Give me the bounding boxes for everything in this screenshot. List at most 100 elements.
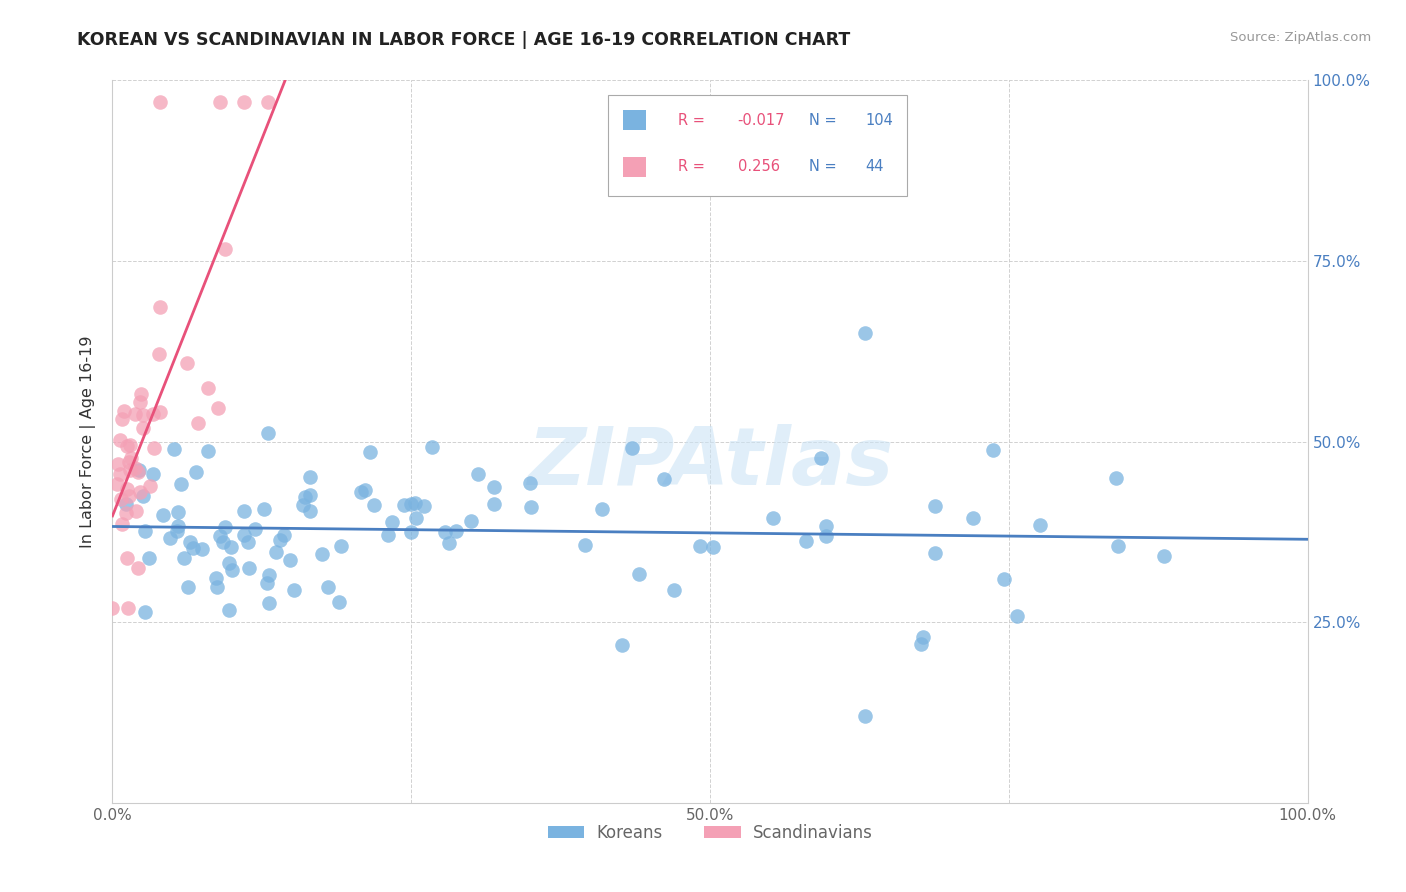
- Point: [221, 563, 243, 577]
- Point: [132, 408, 155, 422]
- Point: [273, 528, 295, 542]
- Point: [163, 442, 186, 456]
- Point: [652, 472, 675, 486]
- Point: [257, 95, 280, 109]
- Point: [148, 347, 170, 361]
- Point: [105, 477, 128, 491]
- Point: [278, 553, 301, 567]
- Point: [179, 535, 201, 549]
- Point: [166, 524, 188, 538]
- Text: 44: 44: [866, 160, 884, 175]
- Point: [359, 445, 381, 459]
- Point: [283, 582, 305, 597]
- Point: [993, 572, 1015, 586]
- Point: [620, 441, 643, 455]
- Point: [110, 492, 132, 507]
- Point: [380, 515, 402, 529]
- Point: [149, 300, 172, 314]
- Point: [762, 511, 785, 525]
- Point: [269, 533, 291, 548]
- Point: [117, 489, 139, 503]
- Point: [128, 394, 150, 409]
- Point: [1107, 539, 1129, 553]
- Y-axis label: In Labor Force | Age 16-19: In Labor Force | Age 16-19: [80, 335, 96, 548]
- Point: [114, 498, 136, 512]
- Point: [207, 401, 229, 415]
- Point: [264, 545, 287, 559]
- Point: [114, 403, 135, 417]
- Point: [166, 505, 188, 519]
- Legend: Koreans, Scandinavians: Koreans, Scandinavians: [541, 817, 879, 848]
- Point: [218, 603, 240, 617]
- Text: 104: 104: [866, 112, 893, 128]
- Point: [664, 583, 686, 598]
- Point: [170, 477, 193, 491]
- Point: [627, 566, 650, 581]
- Point: [1153, 549, 1175, 564]
- Point: [197, 443, 219, 458]
- Point: [291, 499, 314, 513]
- Point: [353, 483, 375, 498]
- Text: KOREAN VS SCANDINAVIAN IN LABOR FORCE | AGE 16-19 CORRELATION CHART: KOREAN VS SCANDINAVIAN IN LABOR FORCE | …: [77, 31, 851, 49]
- Point: [363, 498, 385, 512]
- Point: [401, 524, 423, 539]
- Point: [238, 561, 260, 575]
- Point: [111, 412, 134, 426]
- Point: [519, 475, 541, 490]
- Point: [377, 527, 399, 541]
- Point: [110, 517, 132, 532]
- Point: [482, 497, 505, 511]
- Point: [142, 467, 165, 482]
- Point: [149, 405, 172, 419]
- Point: [204, 571, 226, 585]
- Point: [420, 440, 443, 454]
- Point: [810, 451, 832, 466]
- Point: [298, 488, 321, 502]
- Point: [219, 540, 242, 554]
- Text: -0.017: -0.017: [738, 112, 785, 128]
- Point: [236, 535, 259, 549]
- Point: [138, 551, 160, 566]
- FancyBboxPatch shape: [609, 95, 907, 196]
- Point: [159, 531, 181, 545]
- Point: [173, 550, 195, 565]
- Point: [233, 95, 256, 109]
- Point: [243, 522, 266, 536]
- Point: [176, 356, 198, 370]
- Point: [298, 470, 321, 484]
- Point: [120, 451, 142, 466]
- Point: [187, 416, 209, 430]
- Point: [115, 482, 138, 496]
- Point: [127, 560, 149, 574]
- Point: [910, 637, 932, 651]
- Point: [1029, 517, 1052, 532]
- Point: [592, 502, 614, 516]
- Text: 0.256: 0.256: [738, 160, 779, 175]
- Text: Source: ZipAtlas.com: Source: ZipAtlas.com: [1230, 31, 1371, 45]
- Point: [853, 326, 876, 340]
- Point: [131, 387, 153, 401]
- Point: [412, 499, 434, 513]
- Point: [460, 514, 482, 528]
- Point: [205, 580, 228, 594]
- Point: [574, 538, 596, 552]
- Point: [110, 433, 132, 447]
- Point: [259, 567, 281, 582]
- Text: R =: R =: [678, 112, 709, 128]
- Point: [152, 508, 174, 522]
- Point: [981, 443, 1004, 458]
- Point: [191, 541, 214, 556]
- Point: [610, 638, 633, 652]
- Point: [404, 496, 426, 510]
- Text: R =: R =: [678, 160, 709, 175]
- Point: [298, 504, 321, 518]
- Point: [1005, 609, 1028, 624]
- Point: [444, 524, 467, 539]
- Point: [794, 533, 817, 548]
- Point: [815, 518, 838, 533]
- Point: [124, 461, 146, 475]
- Text: ZIPAtlas: ZIPAtlas: [527, 425, 893, 502]
- Point: [855, 709, 877, 723]
- Bar: [623, 157, 647, 178]
- Point: [218, 556, 240, 570]
